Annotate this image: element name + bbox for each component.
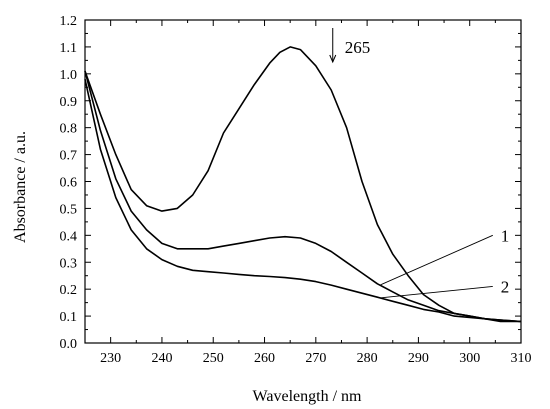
y-tick-label: 1.1	[60, 41, 78, 56]
x-tick-label: 290	[408, 351, 429, 366]
y-tick-label: 0.7	[60, 149, 78, 164]
y-axis-ticks: 0.0 0.1 0.2 0.3 0.4 0.5 0.6 0.7 0.8 0.9 1.0 1.1 1.2	[60, 14, 521, 352]
y-tick-label: 0.8	[60, 122, 78, 137]
series-line-3	[84, 79, 522, 323]
curve-label-2: 2	[501, 277, 510, 296]
series-line-2	[84, 70, 522, 323]
series-layer	[84, 46, 522, 323]
y-tick-label: 0.9	[60, 95, 78, 110]
x-tick-label: 310	[511, 351, 532, 366]
y-tick-label: 1.2	[60, 14, 78, 29]
y-tick-label: 1.0	[60, 68, 78, 83]
y-tick-label: 0.1	[60, 310, 78, 325]
series-line-1	[84, 46, 521, 323]
x-tick-label: 270	[305, 351, 326, 366]
y-axis-title: Absorbance / a.u.	[12, 131, 29, 243]
y-tick-label: 0.5	[60, 202, 78, 217]
peak-label: 265	[345, 38, 371, 57]
x-tick-label: 230	[100, 351, 121, 366]
arrow-head-icon	[329, 54, 337, 64]
plot-frame	[84, 19, 522, 344]
x-axis-ticks: 230 240 250 260 270 280 290 300 310	[84, 20, 532, 366]
x-tick-label: 250	[203, 351, 224, 366]
x-tick-label: 240	[151, 351, 172, 366]
y-tick-label: 0.0	[60, 337, 78, 352]
curve-label-1: 1	[501, 226, 510, 245]
leader-line-2	[379, 286, 493, 299]
y-tick-label: 0.2	[60, 283, 78, 298]
y-tick-label: 0.4	[60, 229, 78, 244]
y-tick-label: 0.6	[60, 176, 78, 191]
x-axis-title: Wavelength / nm	[253, 388, 362, 405]
leader-line-1	[379, 234, 493, 286]
plot-area	[84, 19, 522, 344]
x-tick-label: 260	[254, 351, 275, 366]
annotations-layer: 265 1 2	[329, 28, 510, 299]
x-tick-label: 280	[357, 351, 378, 366]
y-tick-label: 0.3	[60, 256, 78, 271]
x-tick-label: 300	[459, 351, 480, 366]
